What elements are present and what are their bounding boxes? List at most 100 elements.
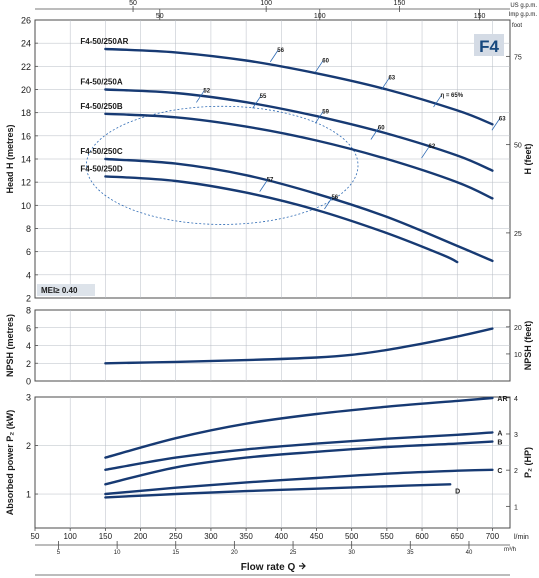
series-label: F4-50/250A [80, 78, 122, 87]
series-label: F4-50/250D [80, 164, 122, 173]
efficiency-tick [269, 49, 279, 63]
power-series-label: A [497, 430, 502, 437]
efficiency-tick [314, 111, 324, 124]
mei-label: MEI≥ 0.40 [41, 286, 78, 295]
model-badge [474, 34, 504, 56]
y-tick-label: 2 [26, 441, 31, 451]
power-series-label: AR [497, 396, 507, 403]
power-curve-c [104, 468, 494, 496]
x-tick-label: 50 [31, 532, 40, 541]
y-right-tick-label: 4 [514, 396, 518, 403]
us-gpm-tick-label: 150 [394, 0, 406, 7]
x-axis-arrow-icon [299, 562, 306, 570]
power-curve-a [104, 431, 494, 471]
efficiency-tick [491, 118, 501, 131]
imp-gpm-tick-label: 100 [314, 13, 326, 20]
x-axis-label: Flow rate Q [241, 562, 296, 573]
y-tick-label: 22 [21, 62, 31, 72]
m3h-tick-label: 10 [114, 550, 121, 556]
series-label: F4-50/250C [80, 147, 122, 156]
y-tick-label: 6 [26, 323, 31, 333]
y-axis-label-right: P₂ (HP) [523, 447, 533, 478]
x-tick-label: 100 [64, 532, 78, 541]
imp-gpm-tick-label: 50 [156, 13, 164, 20]
power-curve-ar [104, 396, 494, 459]
y-tick-label: 26 [21, 16, 31, 26]
foot-unit: foot [512, 23, 522, 29]
m3h-tick-label: 15 [172, 550, 179, 556]
head-curve-f4-50-250d [104, 175, 459, 264]
head-curve-f4-50-250c [104, 157, 494, 263]
head-curve-f4-50-250ar [104, 47, 494, 126]
x-tick-label: 400 [275, 532, 289, 541]
y-right-tick-label: 1 [514, 504, 518, 511]
y-tick-label: 24 [21, 39, 31, 49]
y-tick-label: 12 [21, 178, 31, 188]
y-tick-label: 20 [21, 85, 31, 95]
efficiency-tick [433, 94, 442, 108]
efficiency-tick [314, 60, 324, 73]
efficiency-label: 52 [203, 88, 210, 94]
us-gpm-tick-label: 50 [129, 0, 137, 7]
x-tick-label: 650 [451, 532, 465, 541]
y-tick-label: 6 [26, 247, 31, 257]
m3h-tick-label: 40 [466, 550, 473, 556]
top-unit-axes: 50 100 150 50 100 150 US g.p.m. Imp g.p.m. foot [35, 0, 537, 29]
y-tick-label: 10 [21, 201, 31, 211]
efficiency-label: η = 65% [441, 93, 464, 99]
m3h-tick-label: 35 [407, 550, 414, 556]
efficiency-tick [370, 127, 380, 140]
mei-box [37, 284, 95, 296]
imp-gpm-unit: Imp g.p.m. [509, 12, 538, 18]
efficiency-tick [421, 145, 430, 159]
y-tick-label: 8 [26, 306, 31, 316]
efficiency-label: 59 [322, 109, 329, 115]
m3h-tick-label: 30 [348, 550, 355, 556]
efficiency-tick [252, 96, 261, 109]
efficiency-tick [324, 196, 333, 210]
x-tick-label: 300 [204, 532, 218, 541]
y-tick-label: 3 [26, 393, 31, 403]
power-series-label: D [455, 488, 460, 495]
efficiency-tick [259, 179, 269, 192]
y-tick-label: 4 [26, 270, 31, 280]
efficiency-label: 62 [429, 144, 436, 150]
power-curve-b [104, 440, 494, 486]
npsh-curve [104, 327, 494, 365]
y-tick-label: 16 [21, 131, 31, 141]
series-label: F4-50/250B [80, 102, 122, 111]
m3h-tick-label: 5 [57, 550, 61, 556]
m3h-tick-label: 25 [290, 550, 297, 556]
y-axis-label: Absorbed power P₂ (kW) [5, 410, 15, 516]
y-axis-label-right: H (feet) [523, 143, 533, 174]
m3h-tick-label: 20 [231, 550, 238, 556]
model-badge-text: F4 [479, 37, 499, 56]
x-unit: l/min [514, 534, 529, 541]
y-axis-label: Head H (metres) [5, 124, 15, 193]
m3h-unit: m³/h [504, 547, 516, 553]
y-tick-label: 18 [21, 108, 31, 118]
us-gpm-tick-label: 100 [260, 0, 272, 7]
x-tick-label: 600 [415, 532, 429, 541]
x-tick-label: 250 [169, 532, 183, 541]
y-right-tick-label: 75 [514, 54, 522, 61]
imp-gpm-tick-label: 150 [474, 13, 486, 20]
efficiency-label: 60 [322, 58, 329, 64]
plot-frame [34, 396, 511, 529]
y-right-tick-label: 25 [514, 231, 522, 238]
y-right-tick-label: 50 [514, 143, 522, 150]
efficiency-label: 56 [331, 195, 338, 201]
bottom-flow-axes: 50 100 150 200 250 300 350 400 450 500 550 600 650 70… [31, 528, 529, 576]
y-tick-label: 14 [21, 155, 31, 165]
y-right-tick-label: 3 [514, 432, 518, 439]
y-tick-label: 8 [26, 224, 31, 234]
npsh-panel: 0 2 4 6 8 10 20 NPSH (metres) NPSH (feet) [5, 306, 533, 387]
y-tick-label: 0 [26, 377, 31, 387]
y-tick-label: 2 [26, 359, 31, 369]
x-tick-label: 500 [345, 532, 359, 541]
y-tick-label: 2 [26, 294, 31, 304]
efficiency-ellipse [85, 105, 359, 225]
y-right-tick-label: 10 [514, 352, 522, 359]
